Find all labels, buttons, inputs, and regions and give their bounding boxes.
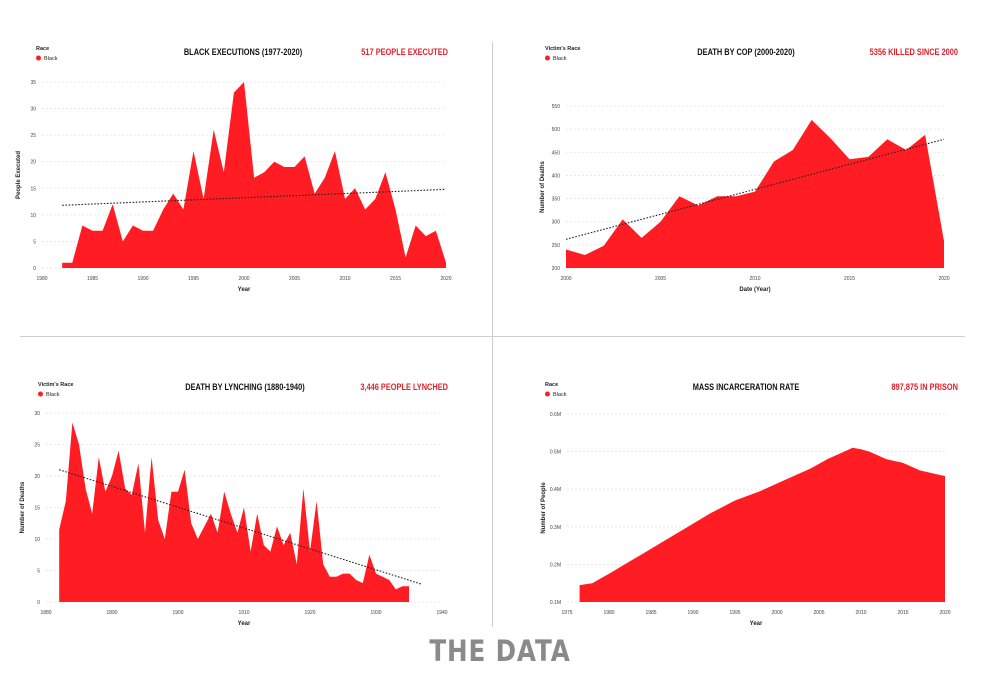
x-tick-label: 1930 <box>370 610 381 616</box>
x-tick-label: 1920 <box>304 610 315 616</box>
x-tick-label: 1985 <box>87 276 98 282</box>
vertical-divider <box>492 42 493 627</box>
legend-title: Race <box>36 46 49 52</box>
x-tick-label: 1980 <box>36 276 47 282</box>
x-tick-label: 2020 <box>938 276 949 282</box>
area-series-black <box>566 119 944 269</box>
x-tick-label: 2010 <box>855 610 866 616</box>
chart-headline: 5356 KILLED SINCE 2000 <box>870 46 959 57</box>
x-tick-label: 1940 <box>436 610 447 616</box>
legend-entry: Black <box>553 392 567 398</box>
chart-title: BLACK EXECUTIONS (1977-2020) <box>184 46 302 57</box>
x-axis-label: Year <box>750 621 763 627</box>
legend-title: Victim's Race <box>38 382 73 388</box>
x-tick-label: 1980 <box>603 610 614 616</box>
trend-line <box>62 188 447 206</box>
x-tick-label: 2015 <box>844 276 855 282</box>
x-tick-label: 1890 <box>106 610 117 616</box>
legend-swatch <box>545 55 550 61</box>
chart-title: MASS INCARCERATION RATE <box>693 381 800 392</box>
legend-swatch <box>545 391 550 397</box>
x-tick-label: 1985 <box>645 610 656 616</box>
y-tick-label: 15 <box>30 186 36 192</box>
x-axis-label: Year <box>238 621 251 627</box>
y-tick-label: 5 <box>37 569 40 575</box>
x-tick-label: 2005 <box>813 610 824 616</box>
y-tick-label: 0.1M <box>550 600 561 606</box>
y-tick-label: 10 <box>30 213 36 219</box>
horizontal-divider <box>20 336 965 337</box>
y-tick-label: 20 <box>30 160 36 166</box>
legend-title: Race <box>545 382 558 388</box>
x-tick-label: 2015 <box>390 276 401 282</box>
chart-headline: 897,875 IN PRISON <box>891 381 958 392</box>
y-tick-label: 450 <box>552 150 561 156</box>
y-tick-label: 35 <box>30 80 36 86</box>
x-tick-label: 2020 <box>939 610 950 616</box>
x-tick-label: 1975 <box>561 610 572 616</box>
x-tick-label: 2000 <box>560 276 571 282</box>
x-tick-label: 1995 <box>729 610 740 616</box>
chart-headline: 517 PEOPLE EXECUTED <box>361 46 448 57</box>
y-tick-label: 0 <box>37 600 40 606</box>
x-tick-label: 1995 <box>188 276 199 282</box>
y-tick-label: 500 <box>552 127 561 133</box>
x-tick-label: 1990 <box>687 610 698 616</box>
area-series-black <box>579 447 945 602</box>
chart-title: DEATH BY LYNCHING (1880-1940) <box>185 381 305 392</box>
y-axis-label: Number of Deaths <box>20 481 26 533</box>
y-tick-label: 0 <box>33 266 36 272</box>
y-tick-label: 15 <box>34 506 40 512</box>
y-axis-label: Number of People <box>541 482 547 534</box>
x-tick-label: 2000 <box>238 276 249 282</box>
y-axis-label: Number of Deaths <box>540 161 546 213</box>
y-tick-label: 250 <box>552 243 561 249</box>
y-tick-label: 20 <box>34 474 40 480</box>
y-tick-label: 30 <box>34 411 40 417</box>
legend-swatch <box>38 391 43 397</box>
legend-entry: Black <box>44 56 58 62</box>
y-tick-label: 30 <box>30 107 36 113</box>
x-tick-label: 2005 <box>289 276 300 282</box>
y-tick-label: 10 <box>34 537 40 543</box>
x-axis-label: Date (Year) <box>739 287 770 293</box>
footer-title: THE DATA <box>429 634 571 668</box>
x-axis-label: Year <box>238 287 251 293</box>
legend-swatch <box>36 55 41 61</box>
chart-headline: 3,446 PEOPLE LYNCHED <box>360 381 448 392</box>
x-tick-label: 2005 <box>655 276 666 282</box>
y-tick-label: 300 <box>552 220 561 226</box>
trend-line <box>565 138 945 240</box>
y-tick-label: 200 <box>552 266 561 272</box>
y-tick-label: 25 <box>30 133 36 139</box>
area-series-black <box>62 82 446 268</box>
legend-entry: Black <box>46 392 60 398</box>
y-tick-label: 25 <box>34 443 40 449</box>
y-tick-label: 0.2M <box>550 562 561 568</box>
y-tick-label: 0.4M <box>550 487 561 493</box>
y-tick-label: 550 <box>552 104 561 110</box>
x-tick-label: 2010 <box>339 276 350 282</box>
y-tick-label: 0.3M <box>550 525 561 531</box>
x-tick-label: 2000 <box>771 610 782 616</box>
y-tick-label: 0.6M <box>550 412 561 418</box>
x-tick-label: 1880 <box>40 610 51 616</box>
x-tick-label: 2010 <box>749 276 760 282</box>
chart-title: DEATH BY COP (2000-2020) <box>697 46 795 57</box>
x-tick-label: 1910 <box>238 610 249 616</box>
x-tick-label: 2020 <box>440 276 451 282</box>
x-tick-label: 1900 <box>172 610 183 616</box>
x-tick-label: 2015 <box>897 610 908 616</box>
legend-entry: Black <box>553 56 567 62</box>
area-series-black <box>59 422 409 602</box>
y-tick-label: 400 <box>552 173 561 179</box>
trend-line <box>59 469 423 585</box>
y-axis-label: People Executed <box>16 151 22 199</box>
y-tick-label: 0.5M <box>550 450 561 456</box>
legend-title: Victim's Race <box>545 46 580 52</box>
y-tick-label: 350 <box>552 197 561 203</box>
y-tick-label: 5 <box>33 239 36 245</box>
x-tick-label: 1990 <box>137 276 148 282</box>
